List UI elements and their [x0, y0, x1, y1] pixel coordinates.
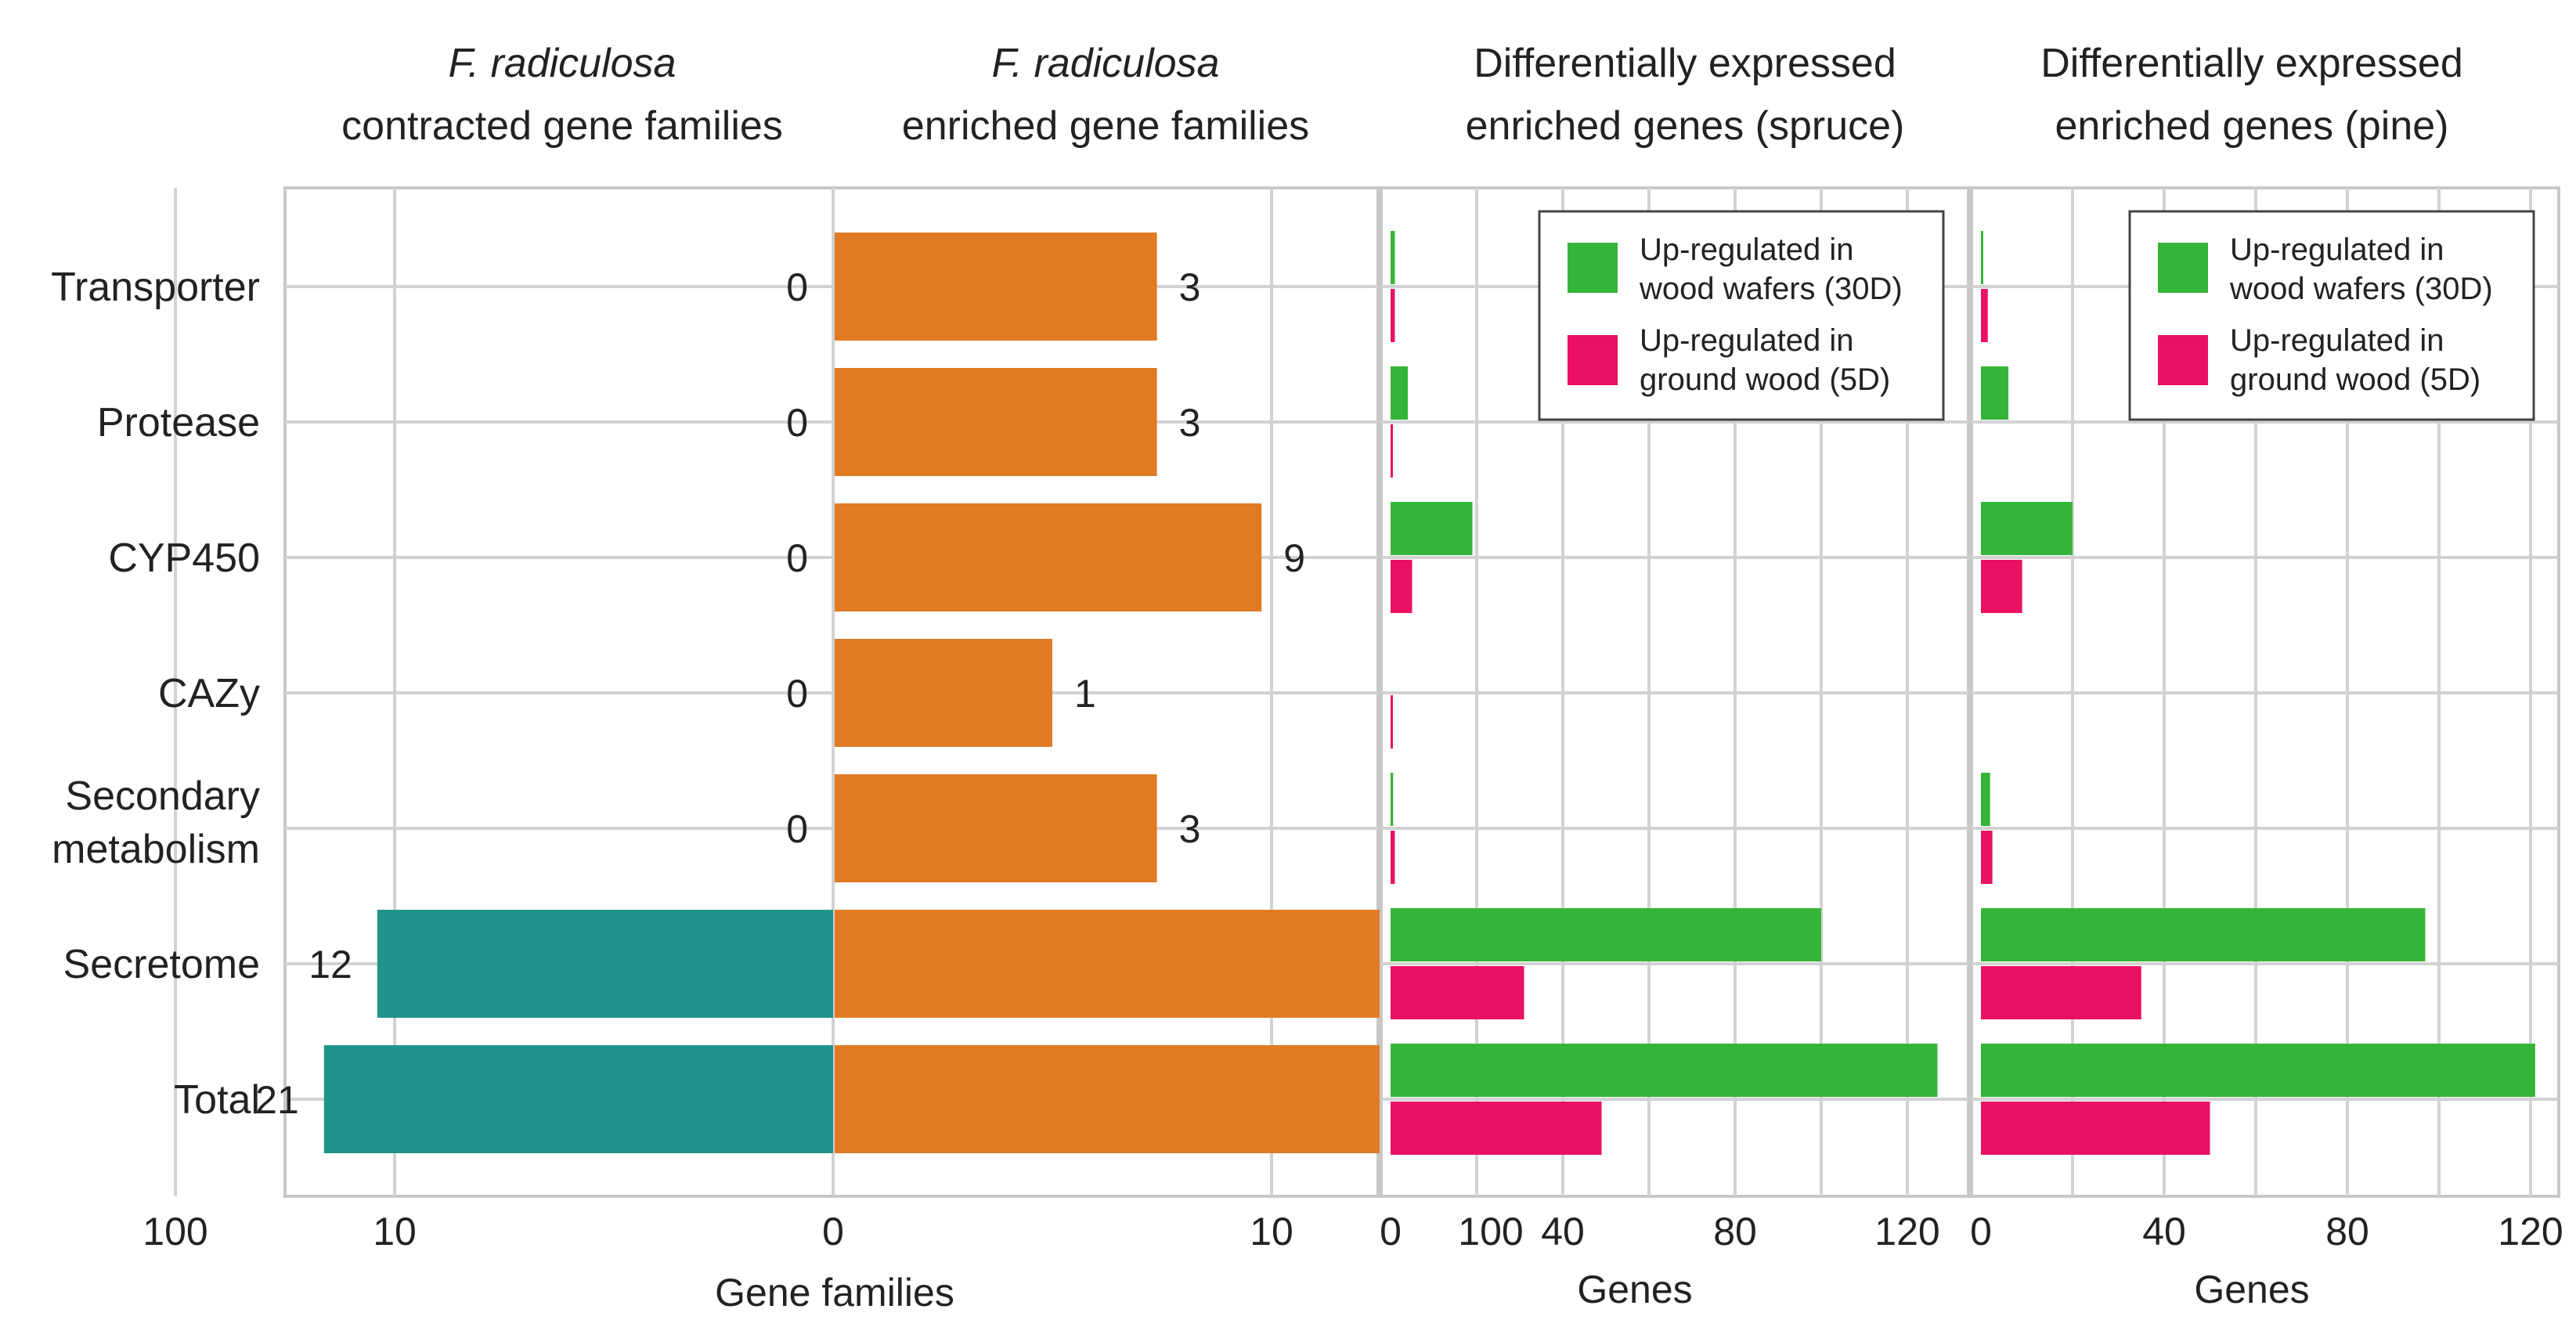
spruce-wafers-bar-secondary-metabolism	[1391, 773, 1394, 826]
spruce-ground-bar-cazy	[1391, 695, 1393, 748]
pine-wafers-bar-cyp450	[1981, 502, 2073, 555]
pine-tick-label: 40	[2142, 1210, 2186, 1253]
category-label-cazy: CAZy	[158, 671, 260, 716]
enriched-title-line2: enriched gene families	[902, 103, 1309, 149]
pine-ground-bar-secondary-metabolism	[1981, 831, 1993, 884]
pine-title-line1: Differentially expressed	[2040, 41, 2463, 86]
gene-families-axis-label: Gene families	[715, 1271, 954, 1315]
pine-axis-label: Genes	[2194, 1268, 2309, 1311]
contracted-value-label: 0	[786, 807, 808, 851]
spruce-tick-label: 80	[1713, 1210, 1757, 1253]
spruce-legend-swatch-ground	[1568, 335, 1618, 385]
spruce-legend-wafers-line1: Up-regulated in	[1640, 233, 1854, 267]
pine-legend-wafers-line2: wood wafers (30D)	[2229, 272, 2493, 306]
pine-wafers-bar-secretome	[1981, 908, 2426, 961]
contracted-bar-secretome	[377, 910, 834, 1018]
spruce-ground-bar-secretome	[1391, 966, 1524, 1019]
contracted-value-label: 0	[786, 265, 808, 309]
enriched-title-line1: F. radiculosa	[992, 41, 1220, 86]
enriched-value-label: 9	[1283, 536, 1305, 580]
pine-title-line2: enriched genes (pine)	[2055, 103, 2449, 149]
gene-families-tick-label: 100	[143, 1210, 207, 1253]
spruce-ground-bar-protease	[1391, 424, 1393, 478]
enriched-bar-secondary-metabolism	[835, 774, 1157, 882]
spruce-legend-wafers-line2: wood wafers (30D)	[1639, 272, 1903, 306]
category-label-metabolism: metabolism	[52, 827, 260, 872]
enriched-value-label: 3	[1179, 807, 1201, 851]
gene-families-tick-label: 10	[1250, 1210, 1293, 1253]
category-label-total: Total	[174, 1077, 260, 1123]
enriched-bar-secretome	[835, 910, 1450, 1018]
pine-ground-bar-total	[1981, 1102, 2210, 1155]
spruce-legend-ground-line1: Up-regulated in	[1640, 323, 1854, 358]
spruce-wafers-bar-secretome	[1391, 908, 1821, 961]
spruce-legend-ground-line2: ground wood (5D)	[1640, 362, 1890, 397]
pine-wafers-bar-protease	[1981, 366, 2009, 420]
panel-titles: F. radiculosa contracted gene families F…	[341, 41, 2463, 149]
enriched-value-label: 3	[1179, 265, 1201, 309]
pine-tick-label: 80	[2325, 1210, 2369, 1253]
spruce-ground-bar-cyp450	[1391, 560, 1412, 613]
spruce-wafers-bar-total	[1391, 1044, 1938, 1097]
enriched-bar-cazy	[835, 639, 1052, 747]
pine-legend-ground-line2: ground wood (5D)	[2230, 362, 2480, 397]
spruce-title-line1: Differentially expressed	[1474, 41, 1896, 86]
spruce-ground-bar-transporter	[1391, 289, 1395, 342]
category-label-transporter: Transporter	[51, 265, 260, 310]
contracted-value-label: 21	[255, 1078, 299, 1122]
enriched-bar-protease	[835, 368, 1157, 476]
contracted-bar-total	[323, 1045, 834, 1153]
enriched-value-label: 1	[1074, 672, 1096, 716]
gene-families-panel: 030309010312652111210010010100	[143, 186, 1586, 1253]
contracted-value-label: 0	[786, 401, 808, 445]
enriched-bar-cyp450	[835, 503, 1262, 611]
contracted-title-line1: F. radiculosa	[449, 41, 676, 86]
category-label-secretome: Secretome	[63, 942, 260, 987]
spruce-panel: 0 40 80 120 Up-regulated in wood wafers (30D)…	[1380, 186, 1970, 1253]
category-labels: Transporter Protease CYP450 CAZy Secondary me…	[51, 265, 260, 1123]
pine-legend-ground-line1: Up-regulated in	[2230, 323, 2444, 358]
spruce-tick-label: 120	[1874, 1210, 1939, 1253]
spruce-tick-label: 40	[1541, 1210, 1585, 1253]
spruce-wafers-bar-protease	[1391, 366, 1408, 420]
category-label-protease: Protease	[97, 400, 260, 445]
pine-tick-label: 120	[2498, 1210, 2563, 1253]
pine-panel: 0 40 80 120 Up-regulated in wood wafers (30D)…	[1970, 186, 2563, 1253]
spruce-title-line2: enriched genes (spruce)	[1466, 103, 1905, 149]
spruce-ground-bar-total	[1391, 1102, 1602, 1155]
pine-tick-label: 0	[1970, 1210, 1992, 1253]
contracted-title-line2: contracted gene families	[341, 103, 783, 149]
spruce-axis-label: Genes	[1577, 1268, 1692, 1311]
pine-wafers-bar-total	[1981, 1044, 2535, 1097]
spruce-ground-bar-secondary-metabolism	[1391, 831, 1395, 884]
enriched-bar-transporter	[835, 233, 1157, 341]
pine-ground-bar-transporter	[1981, 289, 1988, 342]
spruce-wafers-bar-transporter	[1391, 231, 1395, 284]
contracted-value-label: 0	[786, 672, 808, 716]
pine-wafers-bar-transporter	[1981, 231, 1983, 284]
spruce-tick-label: 0	[1380, 1210, 1402, 1253]
pine-wafers-bar-secondary-metabolism	[1981, 773, 1990, 826]
spruce-wafers-bar-cyp450	[1391, 502, 1473, 555]
category-label-cyp450: CYP450	[108, 536, 260, 581]
pine-legend-wafers-line1: Up-regulated in	[2230, 233, 2444, 267]
spruce-legend-swatch-wafers	[1568, 243, 1618, 293]
gene-families-tick-label: 100	[1458, 1210, 1523, 1253]
contracted-value-label: 12	[308, 943, 352, 986]
gene-families-tick-label: 10	[373, 1210, 417, 1253]
pine-ground-bar-secretome	[1981, 966, 2141, 1019]
pine-ground-bar-cyp450	[1981, 560, 2022, 613]
pine-legend-swatch-wafers	[2158, 243, 2208, 293]
gene-families-tick-label: 0	[822, 1210, 844, 1253]
pine-legend-swatch-ground	[2158, 335, 2208, 385]
contracted-value-label: 0	[786, 536, 808, 580]
enriched-value-label: 3	[1179, 401, 1201, 445]
category-label-secondary: Secondary	[65, 774, 260, 819]
